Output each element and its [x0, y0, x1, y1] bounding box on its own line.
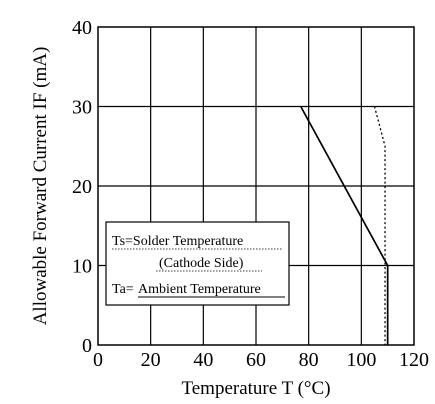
x-axis-label: Temperature T (°C) — [181, 378, 330, 399]
x-tick-labels: 0 20 40 60 80 100 120 — [93, 349, 429, 371]
plot-frame — [97, 26, 415, 346]
legend-box — [105, 221, 290, 306]
y-tick-label: 30 — [72, 97, 92, 119]
series-line-ambient — [300, 106, 389, 345]
x-tick-label: 0 — [93, 349, 103, 371]
y-tick-label: 20 — [72, 176, 92, 198]
legend: Ts=Solder Temperature (Cathode Side) Ta=… — [105, 221, 290, 306]
legend-ts-sub: (Cathode Side) — [159, 256, 244, 271]
x-tick-label: 120 — [399, 349, 429, 371]
y-tick-label: 40 — [72, 17, 92, 39]
series-group — [300, 106, 389, 345]
x-tick-label: 80 — [299, 349, 319, 371]
legend-ta-prefix: Ta= — [112, 282, 134, 297]
y-tick-label: 10 — [72, 256, 92, 278]
x-tick-label: 60 — [246, 349, 266, 371]
x-tick-label: 100 — [346, 349, 376, 371]
x-tick-label: 40 — [193, 349, 213, 371]
legend-ta-label: Ambient Temperature — [138, 282, 261, 297]
series-line-solder — [373, 106, 386, 345]
x-tick-label: 20 — [141, 349, 161, 371]
y-axis-label: Allowable Forward Current IF (mA) — [30, 47, 51, 326]
legend-ts-label: Ts=Solder Temperature — [112, 234, 243, 249]
y-tick-labels: 0 10 20 30 40 — [72, 17, 92, 357]
y-tick-label: 0 — [82, 335, 92, 357]
